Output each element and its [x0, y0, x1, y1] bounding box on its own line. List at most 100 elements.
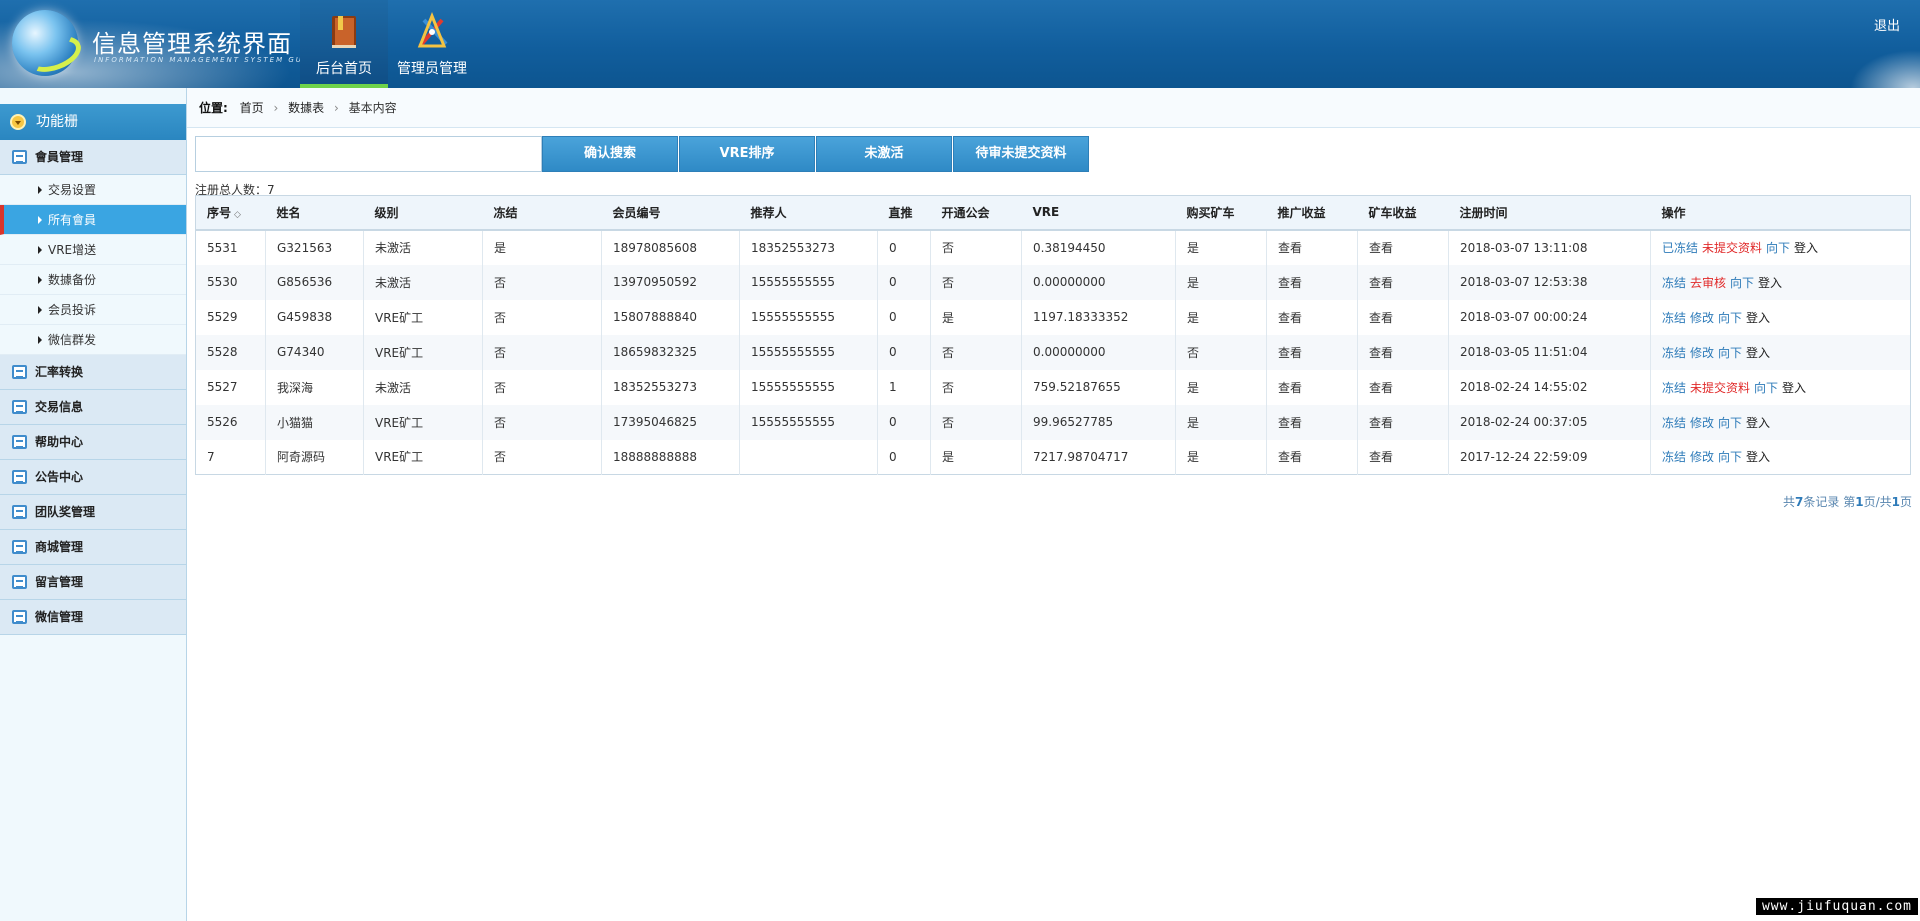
action-link[interactable]: 冻结 [1662, 380, 1687, 395]
view-cart-link[interactable]: 查看 [1357, 229, 1449, 265]
sidebar-item-complaints[interactable]: 会员投诉 [0, 295, 186, 325]
sidebar-item-vre-gift[interactable]: VRE增送 [0, 235, 186, 265]
sidebar-group-help[interactable]: 帮助中心 [0, 425, 186, 460]
cell-direct: 0 [877, 264, 931, 300]
action-link[interactable]: 冻结 [1662, 275, 1687, 290]
column-header-label: 购买矿车 [1186, 205, 1235, 220]
action-link[interactable]: 修改 [1690, 345, 1715, 360]
sidebar-item-trade-settings[interactable]: 交易设置 [0, 175, 186, 205]
sidebar-group-messages[interactable]: 留言管理 [0, 565, 186, 600]
cell-guild-link[interactable]: 否 [930, 369, 1022, 405]
action-link[interactable]: 向下 [1730, 275, 1755, 290]
cell-name: 小猫猫 [265, 404, 364, 440]
cell-actions: 已冻结 未提交资料 向下 登入 [1650, 229, 1911, 265]
pending-review-button[interactable]: 待审未提交资料 [953, 136, 1089, 172]
tab-home[interactable]: 后台首页 [300, 0, 388, 88]
sidebar-group-wechat[interactable]: 微信管理 [0, 600, 186, 635]
sidebar-title[interactable]: 功能栅 [0, 104, 186, 140]
action-link[interactable]: 向下 [1766, 241, 1791, 255]
column-header: 直推 [877, 195, 931, 231]
column-header-label: 会员编号 [612, 205, 661, 220]
column-header-label: 矿车收益 [1368, 205, 1417, 220]
cell-guild-link[interactable]: 否 [930, 264, 1022, 300]
action-link[interactable]: 向下 [1718, 310, 1743, 325]
action-link[interactable]: 登入 [1746, 310, 1771, 325]
view-cart-link[interactable]: 查看 [1357, 404, 1449, 440]
cell-direct: 0 [877, 439, 931, 475]
action-link[interactable]: 未提交资料 [1690, 380, 1751, 395]
sidebar-group-team-bonus[interactable]: 团队奖管理 [0, 495, 186, 530]
view-cart-link[interactable]: 查看 [1357, 369, 1449, 405]
breadcrumb-home[interactable]: 首页 [239, 101, 264, 115]
sidebar-item-wechat-broadcast[interactable]: 微信群发 [0, 325, 186, 355]
action-link[interactable]: 登入 [1794, 241, 1819, 255]
action-link[interactable]: 向下 [1718, 345, 1743, 360]
column-header[interactable]: 序号 ◇ [195, 195, 266, 231]
logout-link[interactable]: 退出 [1873, 19, 1900, 34]
view-cart-link[interactable]: 查看 [1357, 264, 1449, 300]
column-header-label: 直推 [888, 205, 913, 220]
action-link[interactable]: 冻结 [1662, 310, 1687, 325]
not-activated-button[interactable]: 未激活 [816, 136, 952, 172]
sort-icon[interactable]: ◇ [234, 209, 241, 220]
breadcrumb-table[interactable]: 数據表 [288, 101, 325, 115]
action-link[interactable]: 登入 [1746, 450, 1771, 465]
view-cart-link[interactable]: 查看 [1357, 439, 1449, 475]
view-promo-link[interactable]: 查看 [1266, 299, 1358, 335]
action-link[interactable]: 向下 [1718, 450, 1743, 465]
column-header: 姓名 [265, 195, 364, 231]
action-link[interactable]: 冻结 [1662, 345, 1687, 360]
view-cart-link[interactable]: 查看 [1357, 299, 1449, 335]
confirm-search-button[interactable]: 确认搜索 [542, 136, 678, 172]
view-promo-link[interactable]: 查看 [1266, 404, 1358, 440]
action-link[interactable]: 登入 [1758, 275, 1783, 290]
cell-guild-link[interactable]: 否 [930, 334, 1022, 370]
tab-admin[interactable]: 管理员管理 [388, 0, 476, 88]
cell-guild-link[interactable]: 是 [930, 439, 1022, 475]
action-link[interactable]: 登入 [1746, 345, 1771, 360]
column-header: VRE [1021, 195, 1176, 231]
cell-referrer [739, 439, 878, 475]
view-cart-link[interactable]: 查看 [1357, 334, 1449, 370]
chevron-right-icon: › [333, 101, 339, 115]
sidebar-group-mall[interactable]: 商城管理 [0, 530, 186, 565]
cell-level: 未激活 [363, 264, 483, 300]
action-link[interactable]: 去审核 [1690, 275, 1727, 290]
action-link[interactable]: 未提交资料 [1702, 241, 1763, 255]
edit-icon [12, 575, 27, 589]
view-promo-link[interactable]: 查看 [1266, 334, 1358, 370]
action-link[interactable]: 冻结 [1662, 450, 1687, 465]
sidebar-item-all-members[interactable]: 所有會員 [0, 205, 186, 235]
sidebar-item-data-backup[interactable]: 数據备份 [0, 265, 186, 295]
cell-actions: 冻结 修改 向下 登入 [1650, 404, 1911, 440]
cell-member-no: 18978085608 [601, 229, 740, 265]
cell-guild-link[interactable]: 否 [930, 404, 1022, 440]
view-promo-link[interactable]: 查看 [1266, 264, 1358, 300]
sidebar-group-trade-info[interactable]: 交易信息 [0, 390, 186, 425]
cell-guild-link[interactable]: 是 [930, 299, 1022, 335]
view-promo-link[interactable]: 查看 [1266, 369, 1358, 405]
sidebar-group-member[interactable]: 會員管理 [0, 140, 186, 175]
action-link[interactable]: 修改 [1690, 415, 1715, 430]
action-link[interactable]: 登入 [1782, 380, 1807, 395]
cell-id: 5529 [195, 299, 266, 335]
sidebar-group-exchange[interactable]: 汇率转换 [0, 355, 186, 390]
view-promo-link[interactable]: 查看 [1266, 229, 1358, 265]
action-link[interactable]: 修改 [1690, 450, 1715, 465]
action-link[interactable]: 向下 [1754, 380, 1779, 395]
view-promo-link[interactable]: 查看 [1266, 439, 1358, 475]
column-header: 注册时间 [1448, 195, 1651, 231]
action-link[interactable]: 登入 [1746, 415, 1771, 430]
action-link[interactable]: 已冻结 [1662, 241, 1699, 255]
cell-vre: 1197.18333352 [1021, 299, 1176, 335]
action-link[interactable]: 修改 [1690, 310, 1715, 325]
vre-sort-button[interactable]: VRE排序 [679, 136, 815, 172]
cell-vre: 759.52187655 [1021, 369, 1176, 405]
column-header: 购买矿车 [1175, 195, 1267, 231]
top-header: 信息管理系统界面 INFORMATION MANAGEMENT SYSTEM G… [0, 0, 1920, 88]
action-link[interactable]: 向下 [1718, 415, 1743, 430]
sidebar-group-notice[interactable]: 公告中心 [0, 460, 186, 495]
search-input[interactable] [195, 136, 542, 172]
cell-guild-link[interactable]: 否 [930, 229, 1022, 265]
action-link[interactable]: 冻结 [1662, 415, 1687, 430]
